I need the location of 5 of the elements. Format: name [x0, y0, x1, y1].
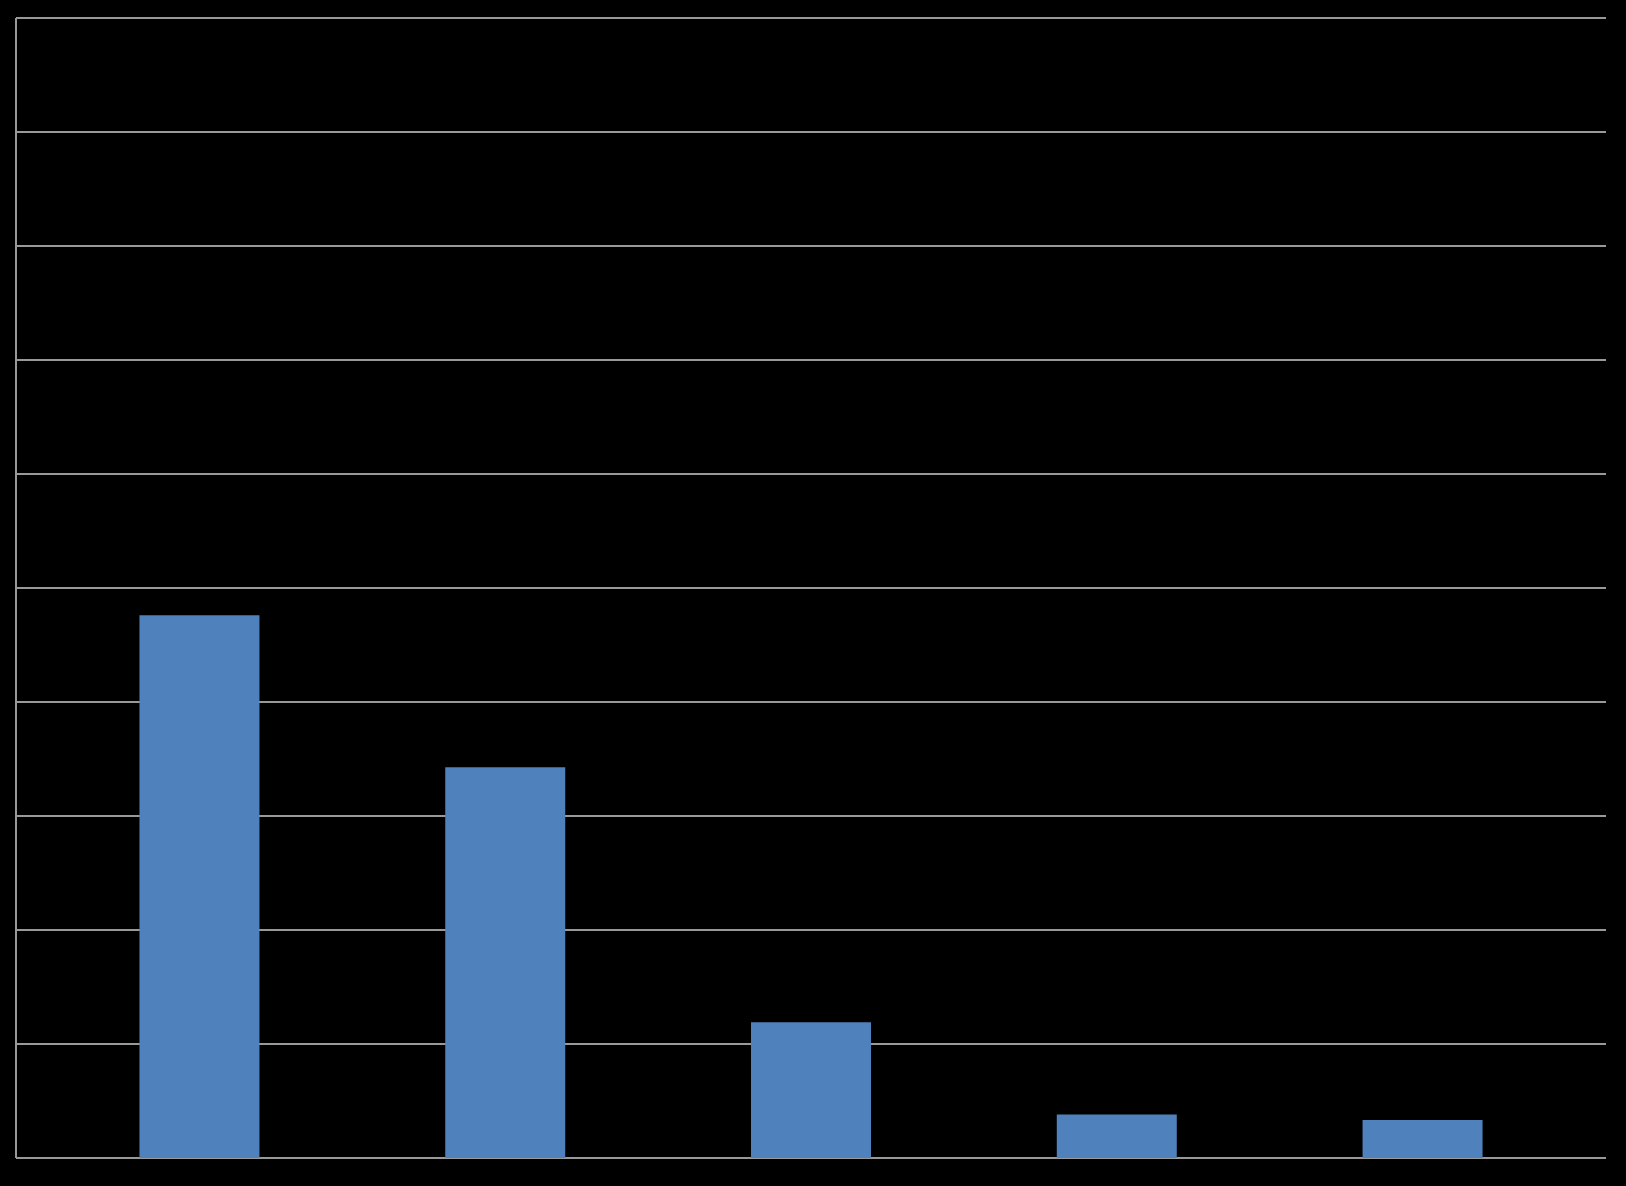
bar	[445, 767, 566, 1158]
bar	[1056, 1114, 1177, 1158]
bar	[751, 1022, 872, 1158]
bar	[139, 615, 260, 1158]
bar	[1362, 1120, 1483, 1158]
